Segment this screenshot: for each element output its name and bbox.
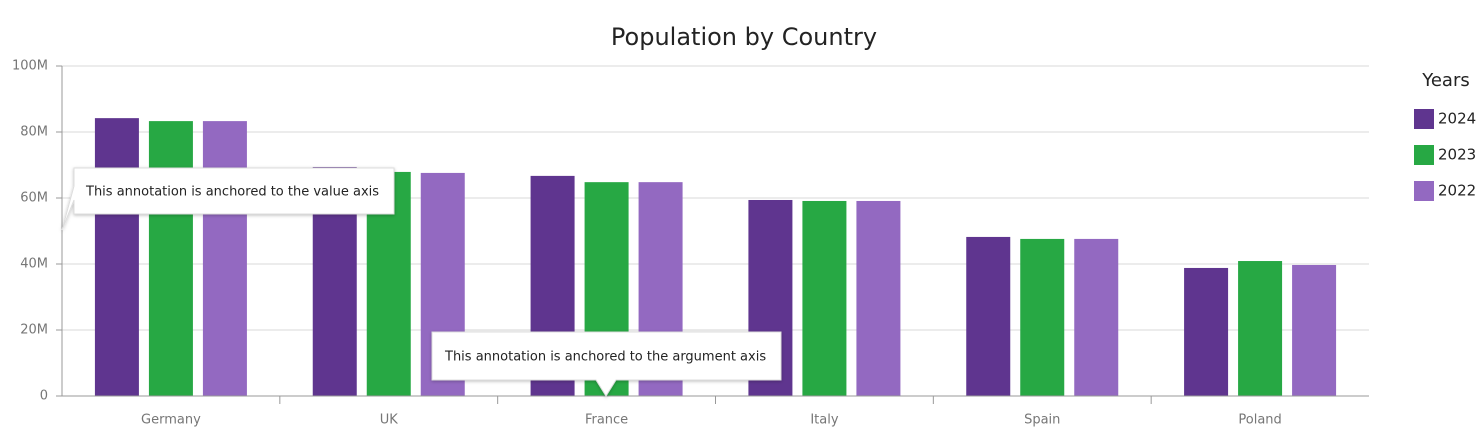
x-tick-label: UK [380,413,399,428]
legend-label: 2023 [1438,146,1476,164]
legend-label: 2022 [1438,182,1476,200]
legend-label: 2024 [1438,110,1476,128]
annotation-text: This annotation is anchored to the value… [85,185,379,200]
x-tick-label: Spain [1024,413,1060,428]
bar [1020,238,1065,396]
y-tick-label: 0 [40,389,48,404]
bar [1184,267,1229,396]
bar [802,200,847,396]
legend-title: Years [1421,70,1470,91]
annotation-text: This annotation is anchored to the argum… [444,350,766,365]
bar [202,121,247,397]
annotation-box [61,167,395,231]
y-tick-label: 40M [20,257,48,272]
x-tick-label: Germany [141,413,201,428]
annotation-box [431,331,782,397]
chart-title: Population by Country [611,23,877,51]
x-tick-label: France [585,413,628,428]
bar [856,200,901,396]
x-tick-label: Poland [1238,413,1281,428]
legend-swatch [1414,109,1434,129]
bar [94,118,139,396]
y-tick-label: 100M [12,59,48,74]
bar [1292,264,1337,396]
y-tick-label: 20M [20,323,48,338]
bar [1074,238,1119,396]
y-tick-label: 80M [20,125,48,140]
x-tick-label: Italy [810,413,839,428]
bar [1238,261,1283,396]
y-tick-label: 60M [20,191,48,206]
bar [148,121,193,397]
legend-swatch [1414,145,1434,165]
legend-swatch [1414,181,1434,201]
bar [966,236,1011,396]
